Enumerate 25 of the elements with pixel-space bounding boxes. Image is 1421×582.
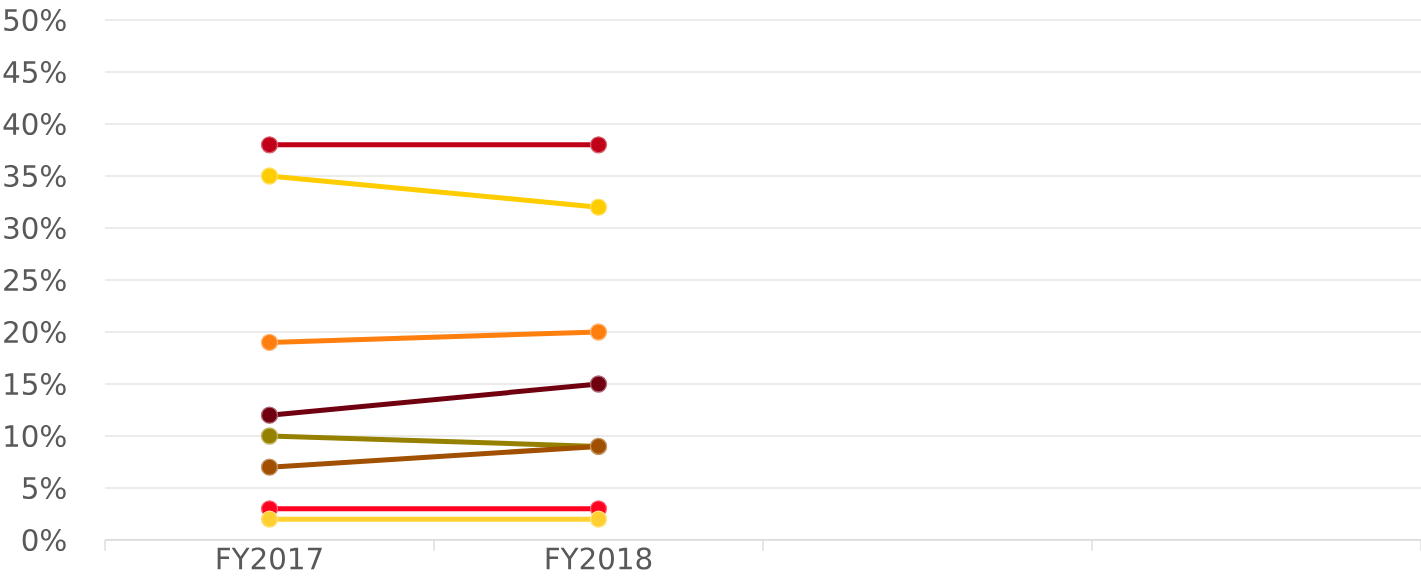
y-tick-label: 50% <box>4 8 66 32</box>
point <box>260 427 279 445</box>
y-tick-label: 5% <box>23 476 66 500</box>
y-tick-label: 35% <box>4 164 66 188</box>
y-tick-label: 15% <box>5 372 66 396</box>
y-tick-label: 40% <box>3 112 66 136</box>
point <box>589 198 608 216</box>
y-tick-label: 20% <box>4 320 66 344</box>
x-tick-label: FY2017 <box>217 547 322 570</box>
y-tick-label: 25% <box>4 268 66 292</box>
y-tick-label: 45% <box>3 60 66 84</box>
point <box>260 458 279 476</box>
point <box>260 333 279 352</box>
point <box>260 406 279 424</box>
point <box>260 167 279 185</box>
y-tick-label: 0% <box>22 528 66 552</box>
point <box>589 510 608 528</box>
point <box>589 136 608 154</box>
point <box>260 510 279 528</box>
point <box>260 136 279 154</box>
y-tick-label: 10% <box>5 424 66 448</box>
point <box>589 323 608 341</box>
point <box>589 375 608 393</box>
y-tick-label: 30% <box>4 216 66 240</box>
x-tick-label: FY2018 <box>546 547 652 570</box>
